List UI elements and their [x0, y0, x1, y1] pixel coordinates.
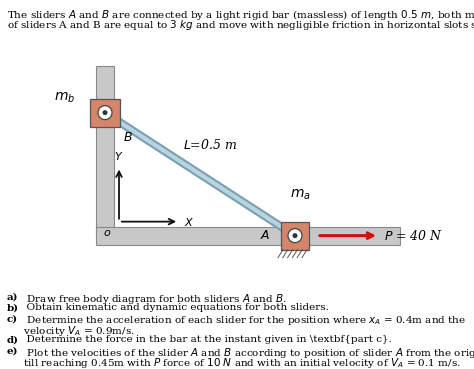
- Text: $m_a$: $m_a$: [290, 187, 310, 201]
- Text: velocity $V_A$ = 0.9m/s.: velocity $V_A$ = 0.9m/s.: [7, 324, 135, 338]
- Circle shape: [292, 233, 298, 238]
- Circle shape: [102, 110, 108, 115]
- Text: Determine the acceleration of each slider for the position where $x_A$ = 0.4m an: Determine the acceleration of each slide…: [20, 314, 466, 327]
- Text: c): c): [7, 314, 18, 323]
- Text: e): e): [7, 346, 18, 355]
- Text: The sliders $A$ and $B$ are connected by a light rigid bar (massless) of length : The sliders $A$ and $B$ are connected by…: [7, 8, 474, 22]
- Text: till reaching 0.45m with $P$ force of $10$ $N$ and with an initial velocity of $: till reaching 0.45m with $P$ force of $1…: [7, 356, 461, 369]
- Bar: [281, 222, 309, 250]
- Text: Obtain kinematic and dynamic equations for both sliders.: Obtain kinematic and dynamic equations f…: [20, 303, 329, 312]
- Text: $P$ = 40 N: $P$ = 40 N: [384, 229, 443, 243]
- Circle shape: [288, 229, 302, 243]
- Text: $A$: $A$: [260, 229, 270, 242]
- Text: b): b): [7, 303, 19, 312]
- Bar: [96, 66, 114, 236]
- Bar: [96, 227, 400, 245]
- Text: d): d): [7, 335, 19, 344]
- Text: $X$: $X$: [184, 215, 194, 228]
- Text: $B$: $B$: [123, 131, 133, 144]
- Text: $L$=0.5 m: $L$=0.5 m: [183, 138, 237, 152]
- Text: $Y$: $Y$: [114, 150, 124, 162]
- Text: a): a): [7, 292, 18, 301]
- Text: $o$: $o$: [103, 228, 111, 238]
- Text: Draw free body diagram for both sliders $A$ and $B$.: Draw free body diagram for both sliders …: [20, 292, 287, 306]
- Bar: [114, 66, 400, 227]
- Text: Plot the velocities of the slider $A$ and $B$ according to position of slider $A: Plot the velocities of the slider $A$ an…: [20, 346, 474, 360]
- Bar: [90, 99, 120, 127]
- Text: Determine the force in the bar at the instant given in \textbf{part c}.: Determine the force in the bar at the in…: [20, 335, 392, 344]
- Text: of sliders A and B are equal to $3$ $kg$ and move with negligible friction in ho: of sliders A and B are equal to $3$ $kg$…: [7, 18, 474, 32]
- Circle shape: [98, 106, 112, 120]
- Text: $m_b$: $m_b$: [55, 90, 76, 105]
